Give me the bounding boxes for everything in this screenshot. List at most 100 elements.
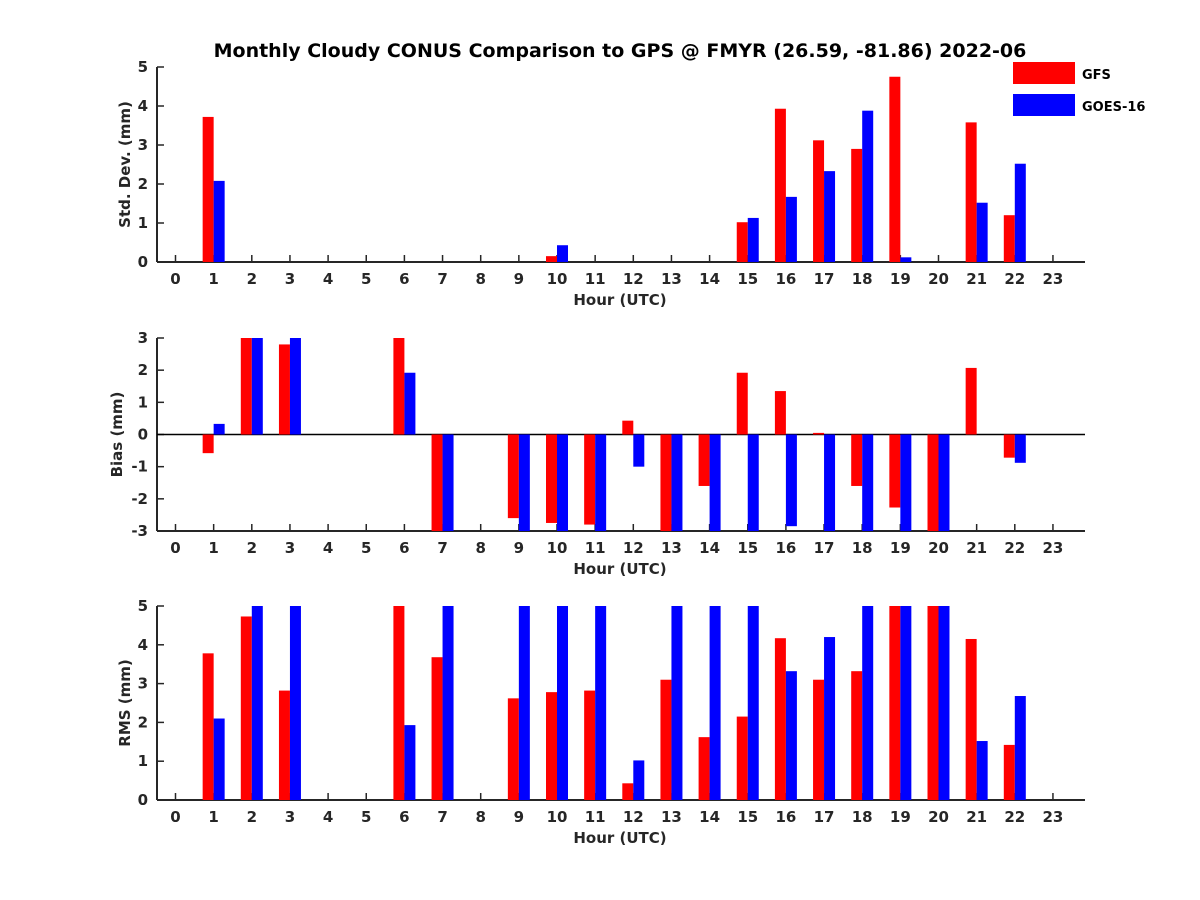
gfs-bar	[851, 434, 863, 486]
gfs-bar	[927, 606, 939, 800]
gfs-bar	[774, 391, 786, 435]
legend-label-goes16: GOES-16	[1082, 100, 1145, 115]
x-axis-label: Hour (UTC)	[573, 829, 666, 847]
x-tick-label: 5	[361, 539, 371, 557]
x-tick-label: 1	[208, 539, 218, 557]
gfs-bar	[813, 432, 825, 435]
gfs-bar	[889, 76, 901, 262]
gfs-bar	[622, 420, 634, 435]
y-tick-label: 5	[138, 58, 148, 76]
goes16-bar	[442, 434, 454, 531]
x-tick-label: 13	[661, 539, 682, 557]
y-tick-label: 0	[138, 791, 148, 809]
x-tick-label: 3	[285, 270, 295, 288]
goes16-bar	[785, 671, 797, 800]
x-tick-label: 18	[852, 270, 873, 288]
y-tick-label: 4	[138, 97, 148, 115]
x-tick-label: 13	[661, 270, 682, 288]
x-tick-label: 12	[623, 539, 644, 557]
goes16-bar	[595, 434, 607, 531]
goes16-bar	[557, 434, 568, 531]
x-tick-label: 1	[208, 270, 218, 288]
x-tick-label: 4	[323, 270, 333, 288]
y-tick-label: 3	[138, 329, 148, 347]
x-tick-label: 20	[928, 270, 949, 288]
x-tick-label: 17	[814, 270, 835, 288]
x-tick-label: 11	[585, 539, 606, 557]
y-tick-label: 3	[138, 675, 148, 693]
y-axis-label: RMS (mm)	[116, 659, 134, 746]
gfs-bar	[889, 606, 901, 800]
y-tick-label: -1	[131, 458, 148, 476]
goes16-bar	[595, 606, 607, 800]
goes16-bar	[289, 338, 301, 435]
x-tick-label: 23	[1043, 808, 1064, 826]
x-tick-label: 4	[323, 539, 333, 557]
y-tick-label: 0	[138, 426, 148, 444]
x-tick-label: 8	[475, 270, 485, 288]
goes16-bar	[518, 606, 530, 800]
gfs-bar	[584, 434, 596, 525]
gfs-bar	[202, 653, 214, 800]
goes16-bar	[404, 725, 416, 800]
x-tick-label: 8	[475, 808, 485, 826]
goes16-bar	[557, 606, 568, 800]
x-tick-label: 11	[585, 808, 606, 826]
gfs-bar	[546, 692, 557, 800]
goes16-bar	[213, 180, 225, 262]
gfs-bar	[546, 256, 557, 262]
x-tick-label: 9	[514, 270, 524, 288]
x-tick-label: 23	[1043, 270, 1064, 288]
x-tick-label: 14	[699, 539, 720, 557]
y-tick-label: -3	[131, 522, 148, 540]
goes16-bar	[404, 372, 416, 435]
x-tick-label: 1	[208, 808, 218, 826]
gfs-bar	[1003, 744, 1015, 800]
goes16-bar	[557, 245, 568, 262]
gfs-bar	[813, 140, 825, 262]
gfs-bar	[774, 108, 786, 262]
x-tick-label: 3	[285, 808, 295, 826]
x-tick-label: 14	[699, 808, 720, 826]
x-tick-label: 21	[966, 808, 987, 826]
gfs-bar	[851, 148, 863, 262]
goes16-bar	[633, 760, 645, 800]
x-tick-label: 18	[852, 539, 873, 557]
goes16-bar	[900, 434, 912, 531]
x-tick-label: 12	[623, 270, 644, 288]
goes16-bar	[251, 338, 263, 435]
x-tick-label: 2	[247, 270, 257, 288]
gfs-bar	[431, 434, 443, 531]
x-tick-label: 21	[966, 539, 987, 557]
x-tick-label: 7	[437, 539, 447, 557]
goes16-bar	[1014, 696, 1026, 800]
x-tick-label: 22	[1004, 539, 1025, 557]
x-tick-label: 0	[170, 539, 180, 557]
gfs-bar	[393, 606, 405, 800]
x-tick-label: 16	[775, 539, 796, 557]
x-tick-label: 7	[437, 270, 447, 288]
x-tick-label: 5	[361, 808, 371, 826]
x-tick-label: 19	[890, 808, 911, 826]
gfs-bar	[393, 338, 405, 435]
x-tick-label: 0	[170, 270, 180, 288]
gfs-bar	[774, 638, 786, 800]
gfs-bar	[736, 372, 748, 435]
goes16-bar	[671, 606, 683, 800]
goes16-bar	[289, 606, 301, 800]
y-axis-label: Bias (mm)	[108, 392, 126, 478]
goes16-bar	[633, 434, 645, 467]
goes16-bar	[938, 434, 950, 531]
gfs-bar	[698, 434, 710, 486]
goes16-bar	[862, 110, 874, 263]
goes16-bar	[785, 196, 797, 262]
x-tick-label: 10	[547, 808, 568, 826]
goes16-bar	[900, 257, 912, 262]
x-tick-label: 13	[661, 808, 682, 826]
gfs-bar	[431, 657, 443, 800]
gfs-bar	[965, 638, 977, 800]
x-tick-label: 4	[323, 808, 333, 826]
goes16-bar	[442, 606, 454, 800]
